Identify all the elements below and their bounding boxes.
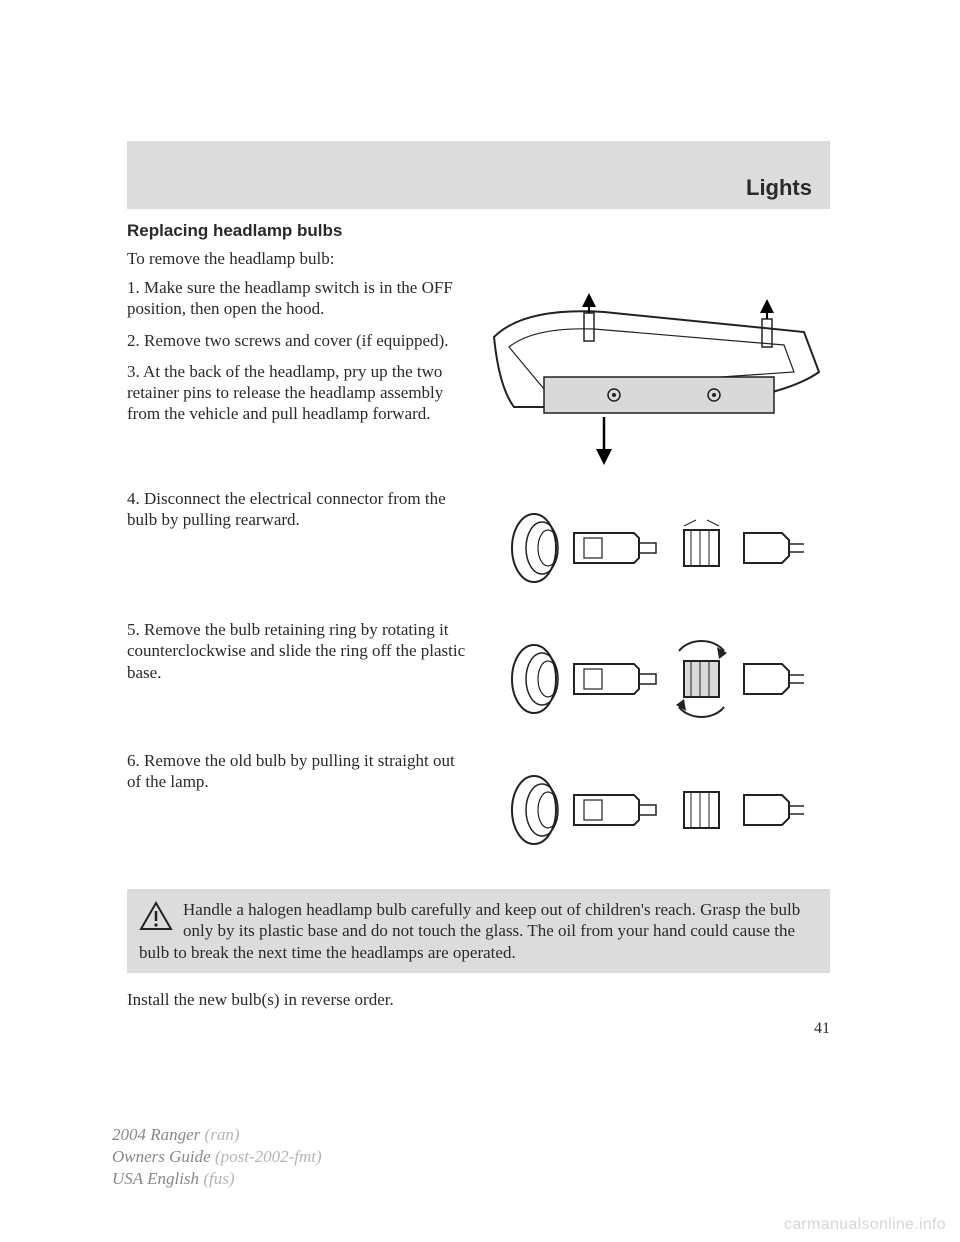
step-4: 4. Disconnect the electrical connector f… [127,488,472,603]
step-6: 6. Remove the old bulb by pulling it str… [127,750,472,865]
intro-text: To remove the headlamp bulb: [127,249,830,269]
step-4-row: 4. Disconnect the electrical connector f… [127,488,830,613]
step-1: 1. Make sure the headlamp switch is in t… [127,277,472,320]
step-3: 3. At the back of the headlamp, pry up t… [127,361,472,425]
headlamp-assembly-diagram [484,277,824,482]
footer-line-2: Owners Guide (post-2002-fmt) [112,1146,322,1168]
bulb-pull-diagram [484,750,824,875]
footer-code-2: (post-2002-fmt) [215,1147,322,1166]
section-header-band: Lights [127,141,830,209]
warning-text: Handle a halogen headlamp bulb carefully… [139,900,800,962]
steps-1-3-row: 1. Make sure the headlamp switch is in t… [127,277,830,482]
footer-code-1: (ran) [205,1125,240,1144]
footer-block: 2004 Ranger (ran) Owners Guide (post-200… [112,1124,322,1190]
watermark: carmanualsonline.info [784,1216,946,1234]
step-2: 2. Remove two screws and cover (if equip… [127,330,472,351]
warning-box: Handle a halogen headlamp bulb carefully… [127,889,830,973]
footer-line-3: USA English (fus) [112,1168,322,1190]
page-number: 41 [127,1020,830,1038]
step-6-row: 6. Remove the old bulb by pulling it str… [127,750,830,875]
footer-model: 2004 Ranger [112,1125,205,1144]
footer-line-1: 2004 Ranger (ran) [112,1124,322,1146]
step-5: 5. Remove the bulb retaining ring by rot… [127,619,472,734]
step-5-row: 5. Remove the bulb retaining ring by rot… [127,619,830,744]
page-container: Lights Replacing headlamp bulbs To remov… [127,141,830,1038]
bulb-ring-rotate-diagram [484,619,824,744]
footer-code-3: (fus) [203,1169,234,1188]
steps-1-3-text: 1. Make sure the headlamp switch is in t… [127,277,472,482]
section-title: Lights [746,175,812,201]
warning-triangle-icon [139,901,173,936]
footer-lang: USA English [112,1169,203,1188]
closing-text: Install the new bulb(s) in reverse order… [127,989,830,1010]
footer-guide: Owners Guide [112,1147,215,1166]
topic-heading: Replacing headlamp bulbs [127,221,830,241]
bulb-connector-diagram [484,488,824,613]
